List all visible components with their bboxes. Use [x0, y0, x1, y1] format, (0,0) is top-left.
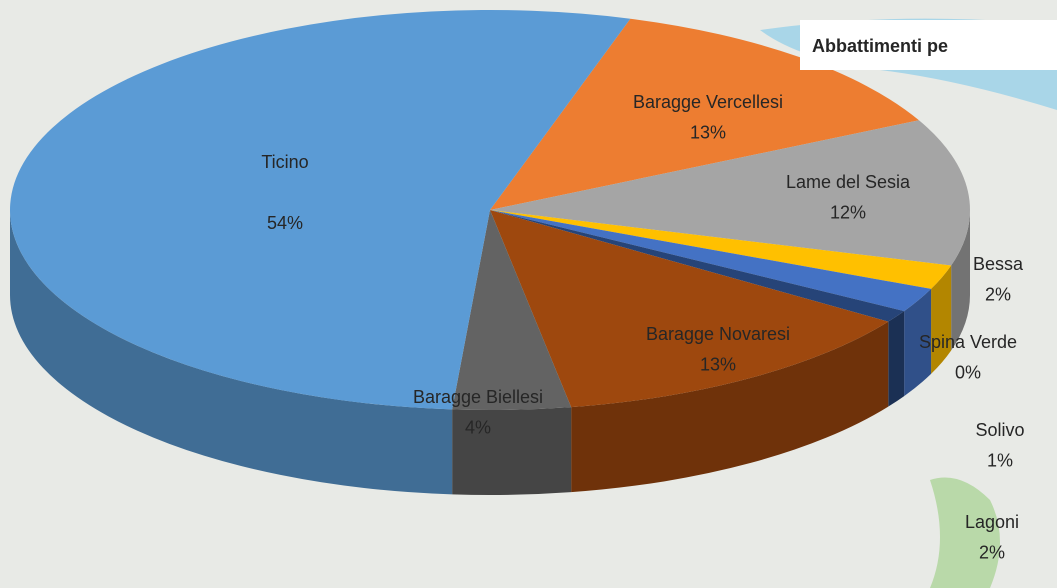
chart-title: Abbattimenti pe: [812, 36, 948, 56]
slice-value-label: 13%: [700, 355, 736, 375]
slice-value-label: 0%: [955, 363, 981, 383]
slice-label: Bessa: [973, 254, 1024, 274]
slice-label: Baragge Biellesi: [413, 387, 543, 407]
pie: [9, 9, 971, 495]
slice-label: Lagoni: [965, 512, 1019, 532]
slice-side: [888, 311, 905, 407]
slice-value-label: 54%: [267, 213, 303, 233]
slice-value-label: 2%: [979, 543, 1005, 563]
map-lake: [930, 477, 1000, 588]
slice-side: [904, 288, 932, 397]
slice-label: Lame del Sesia: [786, 172, 911, 192]
slice-label: Baragge Novaresi: [646, 324, 790, 344]
slice-side: [10, 210, 453, 495]
slice-label: Baragge Vercellesi: [633, 92, 783, 112]
title-box: [800, 20, 1057, 70]
slice: [490, 210, 905, 322]
slice-value-label: 1%: [987, 451, 1013, 471]
slice: [490, 210, 932, 312]
slice-label: Ticino: [261, 152, 308, 172]
slice: [9, 9, 631, 410]
slice-value-label: 4%: [465, 418, 491, 438]
slice-value-label: 2%: [985, 285, 1011, 305]
slice-label: Spina Verde: [919, 332, 1017, 352]
slice-label: Solivo: [975, 420, 1024, 440]
slice-side: [571, 321, 889, 493]
slice-side: [452, 407, 572, 495]
slice: [490, 210, 952, 289]
slice: [490, 210, 889, 408]
slice-value-label: 12%: [830, 203, 866, 223]
slice: [490, 120, 971, 266]
labels: Baragge Vercellesi 13% Lame del Sesia 12% Be…: [261, 92, 1024, 563]
slice: [452, 210, 572, 411]
slice-value-label: 13%: [690, 123, 726, 143]
slice-side: [951, 210, 970, 351]
slice-side: [931, 265, 952, 374]
